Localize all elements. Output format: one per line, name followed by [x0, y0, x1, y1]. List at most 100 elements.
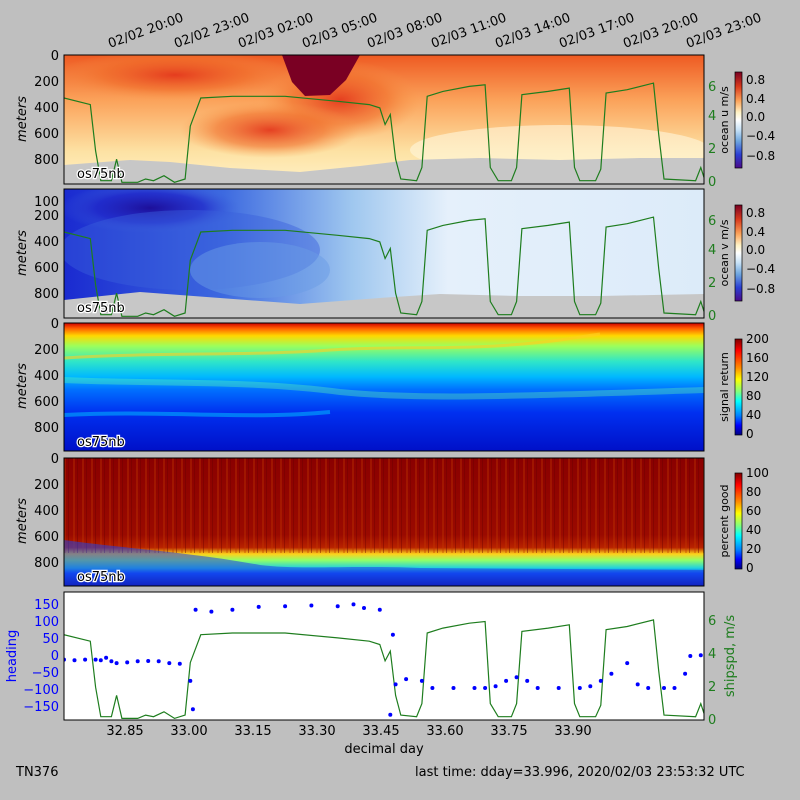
- instrument-label: os75nb: [77, 570, 125, 585]
- y-axis-label: meters: [15, 363, 30, 409]
- heading-point: [662, 686, 666, 690]
- panel-ocean-v: os75nb meters 100 200 400 600 800 0 2 4 …: [15, 188, 775, 324]
- heading-point: [377, 607, 382, 612]
- heading-point: [83, 657, 88, 662]
- heading-ticks: 150 100 50 0 −50 −100 −150: [23, 598, 59, 715]
- heading-point: [588, 684, 593, 689]
- x-tick: 32.85: [106, 724, 143, 739]
- heading-point: [177, 661, 182, 666]
- heading-point: [351, 602, 356, 607]
- speed-tick: 0: [708, 309, 716, 324]
- colorbar-ticks-v: 0.8 0.4 0.0 −0.4 −0.8: [746, 206, 775, 296]
- cbar-tick: 0.8: [746, 73, 765, 87]
- y-tick: 100: [34, 615, 59, 630]
- heading-point: [504, 678, 509, 683]
- heading-point: [430, 686, 435, 690]
- heading-point: [309, 603, 314, 608]
- heading-point: [104, 655, 109, 660]
- heading-point: [390, 632, 395, 637]
- cbar-tick: 0.0: [746, 110, 765, 124]
- colorbar-label-signal: signal return: [718, 352, 731, 422]
- heading-point: [230, 607, 235, 612]
- heading-point: [672, 686, 677, 690]
- y-tick: 800: [34, 287, 59, 302]
- instrument-label: os75nb: [77, 301, 125, 316]
- y-tick: 600: [34, 530, 59, 545]
- cbar-tick: 60: [746, 504, 761, 518]
- y-tick: 0: [51, 317, 59, 332]
- colorbar-u: [734, 71, 743, 169]
- cbar-tick: −0.8: [746, 149, 775, 163]
- cbar-tick: 200: [746, 332, 769, 346]
- heading-point: [514, 675, 519, 680]
- colorbar-label-u: ocean u m/s: [718, 86, 731, 154]
- colorbar-v: [734, 204, 743, 302]
- heading-point: [114, 661, 119, 666]
- speed-tick: 6: [708, 80, 716, 95]
- heading-point: [483, 686, 488, 690]
- heading-point: [193, 607, 198, 612]
- heading-point: [125, 660, 130, 665]
- heading-point: [109, 659, 114, 664]
- speed-tick: 4: [708, 109, 716, 124]
- heading-point: [472, 686, 477, 690]
- y-tick: 200: [34, 343, 59, 358]
- heading-point: [683, 671, 688, 676]
- y-tick: 400: [34, 369, 59, 384]
- right-speed-ticks: 0 2 4 6: [708, 80, 716, 190]
- y-tick-labels: 0 200 400 600 800: [34, 452, 59, 571]
- heading-point: [393, 682, 398, 687]
- heading-point: [388, 712, 393, 717]
- cbar-tick: 120: [746, 370, 769, 384]
- heading-point: [72, 658, 77, 663]
- x-tick: 33.15: [234, 724, 271, 739]
- speed-tick: 6: [708, 214, 716, 229]
- y-tick: 200: [34, 478, 59, 493]
- speed-tick: 4: [708, 243, 716, 258]
- cbar-tick: 40: [746, 523, 761, 537]
- heading-point: [493, 684, 498, 689]
- heading-point: [146, 659, 151, 663]
- cbar-tick: 40: [746, 408, 761, 422]
- x-tick: 33.00: [170, 724, 207, 739]
- y-tick: 600: [34, 395, 59, 410]
- cbar-tick: 0: [746, 561, 754, 575]
- shipspd-axis-label: shipspd, m/s: [723, 615, 738, 697]
- cbar-tick: 0.0: [746, 243, 765, 257]
- y-tick-labels: 0 200 400 600 800: [34, 317, 59, 436]
- heading-point: [535, 686, 540, 690]
- heading-point: [525, 678, 530, 683]
- y-tick: 400: [34, 504, 59, 519]
- cbar-tick: 80: [746, 389, 761, 403]
- colorbar-label-v: ocean v m/s: [718, 219, 731, 286]
- heading-axis-label: heading: [5, 630, 20, 683]
- panel-percent-good: os75nb meters 0 200 400 600 800 100 80 6…: [15, 452, 769, 587]
- heading-point: [688, 654, 693, 658]
- y-tick: 800: [34, 556, 59, 571]
- cbar-tick: 0.8: [746, 206, 765, 220]
- last-time-stamp: last time: dday=33.996, 2020/02/03 23:53…: [415, 765, 745, 780]
- colorbar-ticks-signal: 200 160 120 80 40 0: [746, 332, 769, 441]
- y-tick: −150: [23, 700, 59, 715]
- y-tick: −50: [32, 666, 59, 681]
- heading-point: [625, 661, 630, 666]
- heading-point: [283, 604, 288, 609]
- cbar-tick: 20: [746, 542, 761, 556]
- panel-ocean-u: os75nb meters 0 200 400 600 800 0 2 4 6 …: [15, 11, 775, 190]
- heading-point: [156, 659, 161, 664]
- y-tick: 400: [34, 101, 59, 116]
- y-axis-label: meters: [15, 96, 30, 142]
- heading-point: [404, 677, 409, 682]
- heading-point: [598, 678, 603, 683]
- cbar-tick: 0.4: [746, 92, 765, 106]
- heading-point: [419, 678, 424, 683]
- colorbar-label-percent: percent good: [718, 484, 731, 557]
- speed-tick: 2: [708, 276, 716, 291]
- y-tick: −100: [23, 683, 59, 698]
- heading-point: [577, 686, 582, 690]
- heading-point: [190, 707, 195, 712]
- y-tick: 150: [34, 598, 59, 613]
- heading-point: [609, 671, 614, 676]
- speed-tick: 2: [708, 680, 716, 695]
